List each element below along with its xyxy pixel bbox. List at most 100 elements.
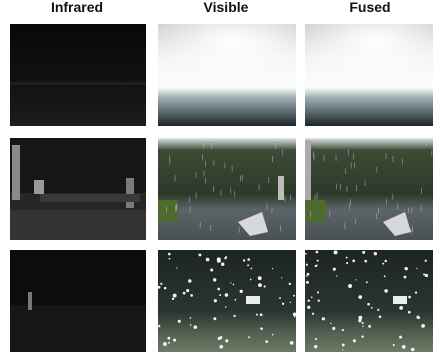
snowflake <box>399 336 402 339</box>
snowflake <box>240 290 243 293</box>
snowflake <box>330 323 331 324</box>
snowflake <box>416 268 417 269</box>
snowflake <box>317 291 319 293</box>
snowflake <box>312 313 314 315</box>
snowflake <box>256 314 258 316</box>
snowflake <box>371 307 373 309</box>
snowflake <box>247 258 250 261</box>
snowflake <box>186 289 189 292</box>
snowflake <box>258 283 262 287</box>
snowflake <box>293 312 297 316</box>
snowflake <box>282 303 284 305</box>
snowflake <box>210 269 213 272</box>
snowflake <box>190 317 192 319</box>
snowflake <box>306 281 309 284</box>
snowflake <box>206 258 210 262</box>
snowflake <box>167 337 170 340</box>
snowflake <box>362 251 365 254</box>
snowflake <box>190 294 193 297</box>
snowflake <box>247 264 249 266</box>
snowflake <box>425 274 428 277</box>
snowflake <box>289 283 291 285</box>
snowflake <box>260 313 263 316</box>
snowflake <box>158 325 160 327</box>
fused-image <box>305 250 433 352</box>
snowflake <box>168 253 171 256</box>
snowflake <box>233 284 235 286</box>
snowflake <box>332 327 335 330</box>
snowflake <box>358 316 362 320</box>
snowflake <box>393 344 395 346</box>
snowflake <box>408 296 411 299</box>
snowflake <box>425 260 427 262</box>
snowflake <box>306 264 308 266</box>
snowflake <box>305 253 307 255</box>
snowflake <box>225 293 229 297</box>
snowflake <box>158 286 161 289</box>
snowflake <box>402 345 406 349</box>
snowflake <box>279 297 281 299</box>
column-header: Visible <box>204 0 249 15</box>
snowflake <box>214 299 217 302</box>
snowflake <box>307 273 310 276</box>
snowflake <box>260 327 263 330</box>
snowflake <box>224 257 226 259</box>
snowflake <box>379 315 382 318</box>
snowflake <box>294 316 296 318</box>
snowflake <box>408 311 411 314</box>
snowflake <box>334 250 338 254</box>
snowflake <box>225 339 228 342</box>
snowflake <box>399 297 401 299</box>
snowflake <box>163 342 167 346</box>
snowflake <box>355 279 356 280</box>
snowflake <box>346 257 348 259</box>
snowflake <box>264 285 266 287</box>
snowflake <box>315 338 317 340</box>
snowflake <box>316 251 319 254</box>
snowflake <box>362 322 364 324</box>
snowflake <box>374 252 377 255</box>
snowflake <box>336 275 337 276</box>
snowflake <box>172 298 174 300</box>
snowflake <box>346 262 348 264</box>
snowflake <box>176 268 177 269</box>
snowflake <box>221 263 224 266</box>
snowflake <box>307 306 310 309</box>
snowflake <box>315 265 317 267</box>
snowflake <box>333 268 336 271</box>
snowflake <box>290 302 291 303</box>
visible-image <box>158 24 296 126</box>
snowflake <box>293 295 295 297</box>
snowflake <box>416 316 419 319</box>
snowflake <box>415 291 417 293</box>
snowflake <box>342 349 343 350</box>
snowflake <box>307 299 309 301</box>
snowflake <box>217 257 221 261</box>
snowflake <box>358 295 362 299</box>
snowflake <box>258 276 262 280</box>
snowflake <box>183 292 186 295</box>
infrared-image <box>10 138 146 240</box>
snowflake <box>423 273 425 275</box>
snowflake <box>421 324 425 328</box>
snowflake <box>342 329 344 331</box>
snowflake <box>352 260 355 263</box>
snowflake <box>178 320 181 323</box>
snowflake <box>234 299 236 301</box>
snowflake <box>250 279 252 281</box>
snowflake <box>358 319 361 322</box>
snowflake <box>306 275 308 277</box>
snowflake <box>314 345 317 348</box>
snowflake <box>160 283 162 285</box>
snowflake <box>190 324 192 326</box>
snowflake <box>173 294 177 298</box>
figure: Infrared Visible Fused <box>0 0 435 356</box>
snowflake <box>281 277 282 278</box>
snowflake <box>342 344 345 347</box>
fused-image <box>305 138 433 240</box>
column-header: Infrared <box>51 0 103 15</box>
snowflake <box>404 276 407 279</box>
snowflake <box>243 259 245 261</box>
snowflake <box>317 260 319 262</box>
infrared-image <box>10 24 146 126</box>
